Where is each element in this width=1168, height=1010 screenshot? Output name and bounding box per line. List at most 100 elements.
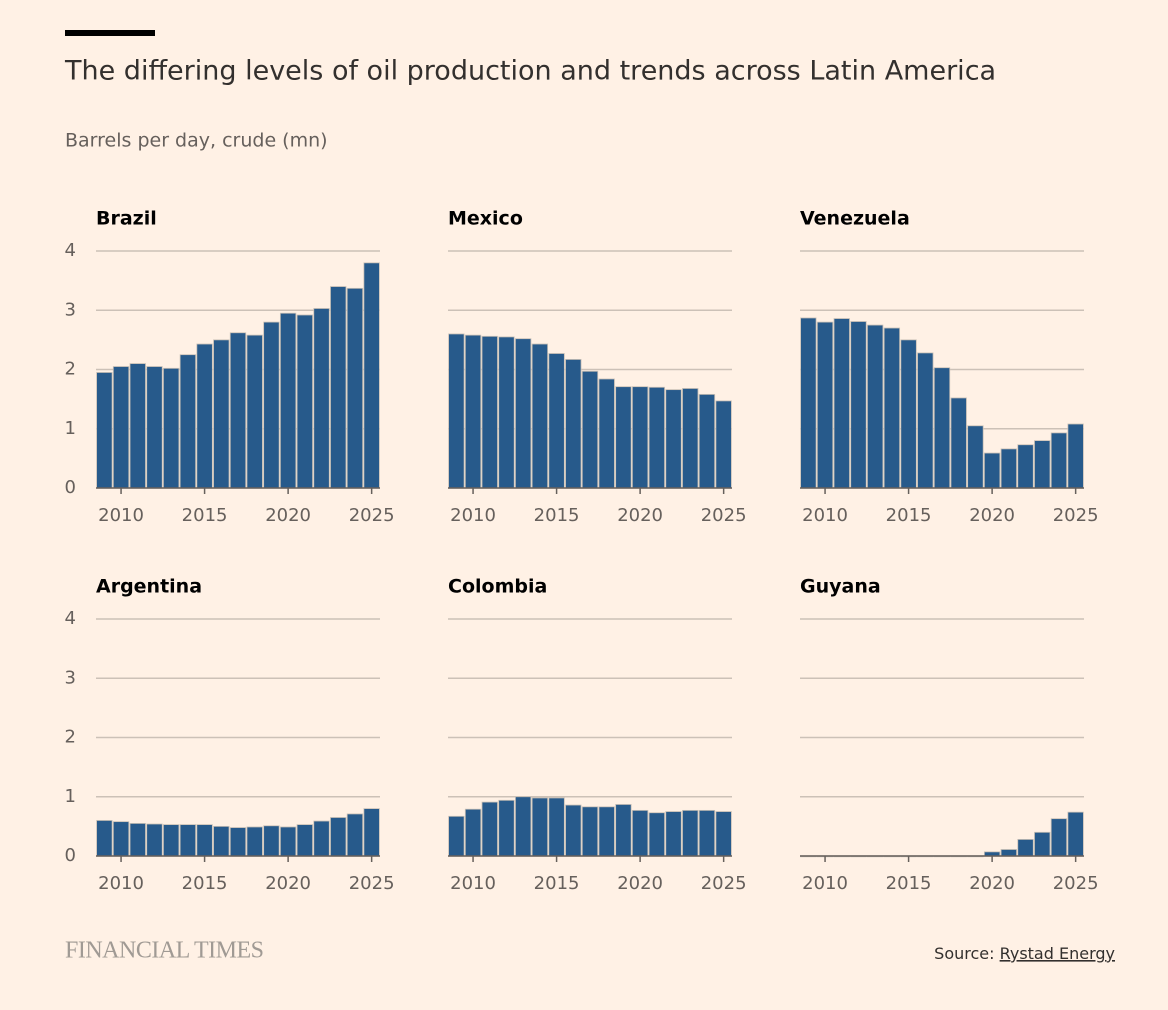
bar	[279, 826, 297, 857]
bar	[1034, 831, 1051, 857]
bar	[1050, 818, 1068, 857]
bar	[330, 286, 347, 489]
bar	[464, 334, 482, 489]
x-tick-label: 2025	[701, 505, 747, 526]
bar	[179, 354, 197, 489]
bar	[363, 808, 380, 857]
bar	[816, 321, 834, 489]
bar	[481, 335, 498, 489]
bar	[112, 366, 130, 489]
bar	[246, 334, 263, 489]
bar	[146, 366, 163, 489]
bar	[163, 824, 180, 857]
panel-title: Guyana	[800, 576, 881, 598]
bar	[615, 386, 632, 489]
source-link[interactable]: Rystad Energy	[1000, 944, 1115, 963]
bar	[648, 386, 665, 489]
x-tick-label: 2025	[349, 873, 395, 894]
bar	[850, 321, 867, 489]
bar	[631, 809, 649, 857]
bar	[682, 388, 699, 489]
bar	[648, 812, 665, 857]
bar	[263, 321, 280, 489]
bar	[1067, 423, 1084, 489]
bar	[698, 809, 716, 857]
panel-title: Venezuela	[800, 208, 910, 230]
x-tick-label: 2015	[886, 505, 932, 526]
y-tick-label: 1	[65, 786, 76, 807]
x-tick-label: 2025	[349, 505, 395, 526]
bar	[112, 821, 130, 857]
bar	[1017, 839, 1034, 857]
x-tick-label: 2010	[802, 505, 848, 526]
bar	[196, 824, 213, 857]
bar	[313, 308, 330, 489]
bar	[665, 811, 682, 857]
bar	[363, 262, 380, 489]
bar	[800, 317, 817, 489]
x-tick-label: 2020	[969, 505, 1015, 526]
bar	[531, 343, 549, 489]
panel-title: Mexico	[448, 208, 523, 230]
bar	[581, 806, 599, 857]
x-tick-label: 2015	[182, 505, 228, 526]
bar	[313, 820, 330, 857]
bar	[581, 370, 599, 489]
y-tick-label: 0	[65, 477, 76, 498]
bar	[330, 817, 347, 857]
x-tick-label: 2010	[450, 505, 496, 526]
bar	[867, 324, 884, 489]
bar	[598, 378, 615, 489]
page-subtitle: Barrels per day, crude (mn)	[65, 130, 328, 152]
bar	[682, 809, 699, 857]
bar	[715, 811, 732, 857]
bar	[900, 339, 917, 489]
bar	[196, 343, 213, 489]
y-tick-label: 1	[65, 418, 76, 439]
x-tick-label: 2010	[98, 505, 144, 526]
x-tick-label: 2015	[534, 505, 580, 526]
bar	[246, 826, 263, 857]
bar	[631, 386, 649, 489]
x-tick-label: 2025	[701, 873, 747, 894]
bar	[598, 806, 615, 857]
bar	[448, 815, 465, 857]
bar	[1000, 448, 1017, 489]
bar	[983, 452, 1001, 489]
x-tick-label: 2010	[802, 873, 848, 894]
bar	[179, 824, 197, 857]
bar	[213, 825, 230, 857]
source-prefix: Source:	[934, 944, 994, 963]
x-tick-label: 2010	[450, 873, 496, 894]
bar	[448, 333, 465, 489]
bar	[715, 400, 732, 489]
bar	[346, 287, 364, 489]
bar	[129, 363, 146, 489]
panel-title: Argentina	[96, 576, 202, 598]
bar	[146, 823, 163, 857]
bar	[96, 372, 113, 489]
x-tick-label: 2020	[265, 505, 311, 526]
bar	[917, 352, 934, 489]
y-tick-label: 2	[65, 727, 76, 748]
y-tick-label: 0	[65, 845, 76, 866]
bar	[296, 314, 313, 489]
bar	[665, 389, 682, 489]
x-tick-label: 2020	[617, 505, 663, 526]
x-tick-label: 2010	[98, 873, 144, 894]
bar	[531, 797, 549, 857]
bar	[933, 367, 951, 489]
source: Source: Rystad Energy	[934, 944, 1115, 963]
bar	[1000, 849, 1017, 857]
bar	[163, 367, 180, 489]
bar	[213, 339, 230, 489]
bar	[548, 353, 565, 489]
bar	[950, 397, 967, 489]
x-tick-label: 2015	[534, 873, 580, 894]
bar	[515, 338, 532, 489]
bar	[498, 336, 515, 489]
panel-title: Colombia	[448, 576, 547, 598]
brand-bar	[65, 30, 155, 36]
bar	[1034, 440, 1051, 489]
x-tick-label: 2025	[1053, 505, 1099, 526]
